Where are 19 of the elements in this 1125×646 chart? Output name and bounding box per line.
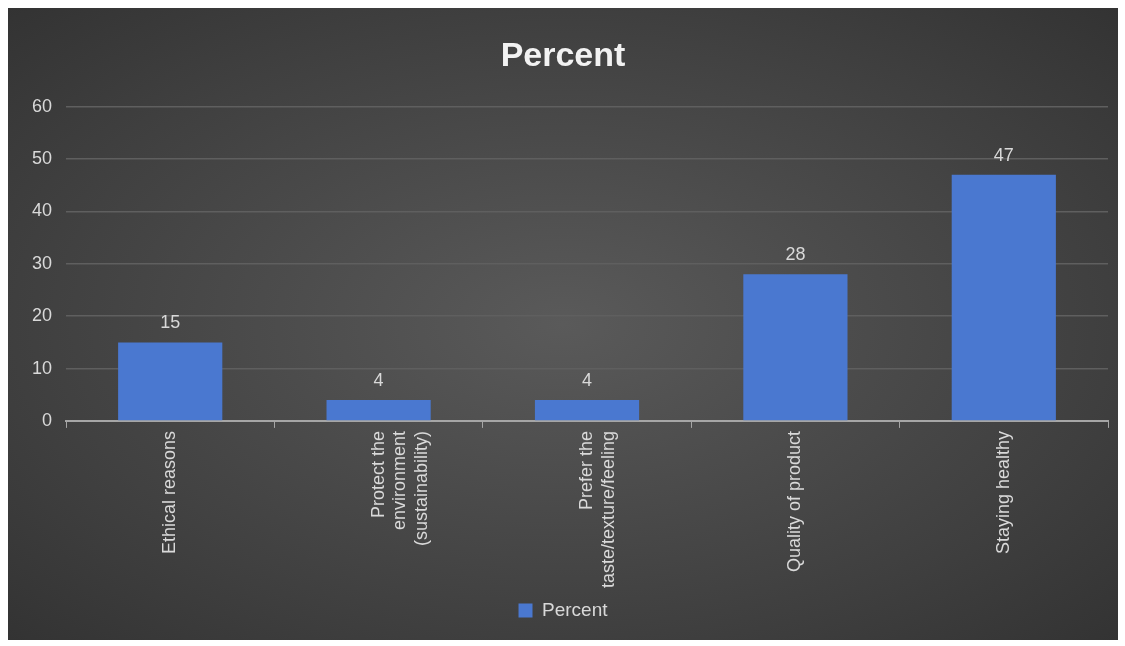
- y-tick-label: 40: [31, 200, 53, 221]
- legend-label: Percent: [542, 598, 609, 620]
- data-label: 4: [582, 369, 593, 390]
- x-tick-label: Prefer the taste/texture/feeling: [575, 430, 618, 589]
- y-tick-label: 50: [31, 148, 53, 169]
- data-label: 47: [993, 144, 1014, 165]
- y-tick-label: 10: [31, 357, 53, 378]
- x-tick-label: Staying healthy: [992, 430, 1013, 554]
- y-tick-label: 20: [31, 305, 53, 326]
- x-tick-label: Ethical reasons: [159, 430, 180, 554]
- data-label: 28: [785, 244, 806, 265]
- data-label: 4: [373, 369, 384, 390]
- y-tick-label: 60: [31, 95, 53, 116]
- y-tick-label: 0: [42, 409, 53, 430]
- y-tick-label: 30: [31, 252, 53, 273]
- x-tick-label: Quality of product: [784, 430, 805, 572]
- data-label: 15: [160, 312, 181, 333]
- x-tick-label: Protect the environment (sustainability): [367, 430, 431, 546]
- chart-title: Percent: [500, 34, 626, 73]
